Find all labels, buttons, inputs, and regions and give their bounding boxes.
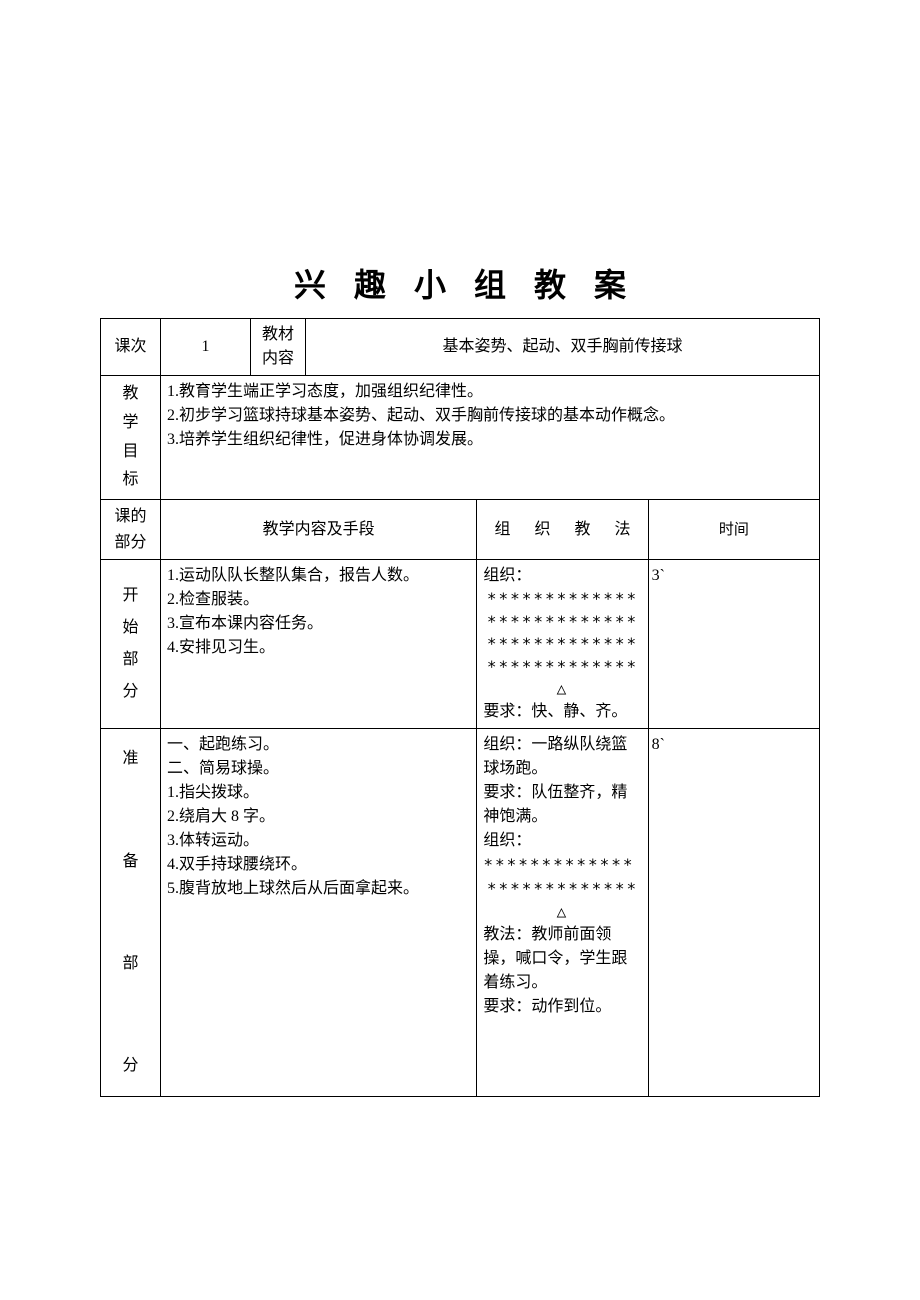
org-label: 组 织 教 法 [477, 500, 648, 560]
header-row-1: 课次 1 教材内容 基本姿势、起动、双手胸前传接球 [101, 319, 820, 376]
document-title: 兴趣小组教案 [100, 260, 820, 306]
goals-row: 教学目标 1.教育学生端正学习态度，加强组织纪律性。 2.初步学习篮球持球基本姿… [101, 376, 820, 500]
prep-content: 一、起跑练习。 二、简易球操。 1.指尖拨球。 2.绕肩大 8 字。 3.体转运… [161, 729, 477, 1096]
goals-content: 1.教育学生端正学习态度，加强组织纪律性。 2.初步学习篮球持球基本姿势、起动、… [161, 376, 820, 500]
lesson-number: 1 [161, 319, 251, 376]
prep-org: 组织：一路纵队绕篮球场跑。 要求：队伍整齐，精神饱满。 组织：*********… [477, 729, 648, 1096]
material-label: 教材内容 [251, 319, 306, 376]
part-label: 课的部分 [101, 500, 161, 560]
prep-label: 准备部分 [101, 729, 161, 1096]
section-header-row: 课的部分 教学内容及手段 组 织 教 法 时间 [101, 500, 820, 560]
start-org: 组织： ************* ************* ********… [477, 560, 648, 729]
start-section-row: 开始部分 1.运动队队长整队集合，报告人数。 2.检查服装。 3.宣布本课内容任… [101, 560, 820, 729]
prep-time: 8` [648, 729, 819, 1096]
content-label: 教学内容及手段 [161, 500, 477, 560]
start-time: 3` [648, 560, 819, 729]
goals-label: 教学目标 [101, 376, 161, 500]
lesson-plan-table: 课次 1 教材内容 基本姿势、起动、双手胸前传接球 教学目标 1.教育学生端正学… [100, 318, 820, 1097]
start-label: 开始部分 [101, 560, 161, 729]
start-content: 1.运动队队长整队集合，报告人数。 2.检查服装。 3.宣布本课内容任务。 4.… [161, 560, 477, 729]
material-content: 基本姿势、起动、双手胸前传接球 [306, 319, 820, 376]
lesson-label: 课次 [101, 319, 161, 376]
time-label: 时间 [648, 500, 819, 560]
prep-section-row: 准备部分 一、起跑练习。 二、简易球操。 1.指尖拨球。 2.绕肩大 8 字。 … [101, 729, 820, 1096]
